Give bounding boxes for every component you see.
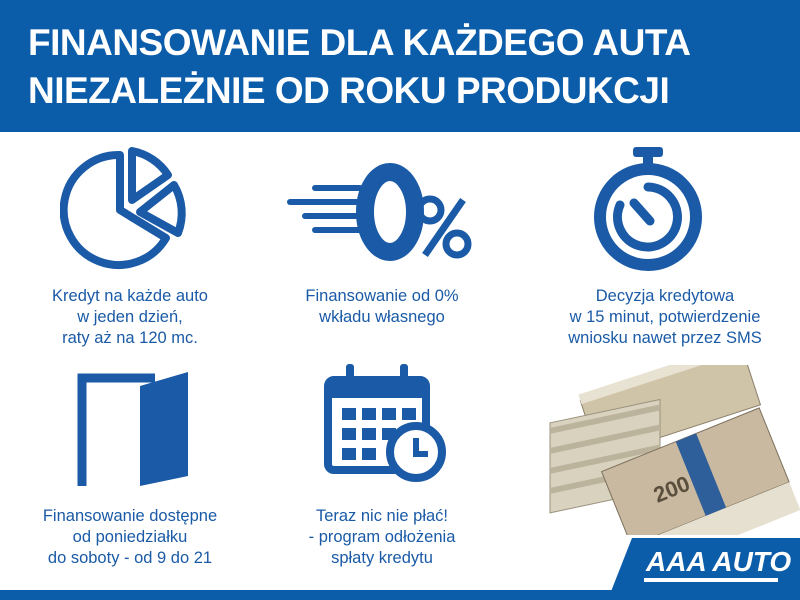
headline-line-1: FINANSOWANIE DLA KAŻDEGO AUTA [28,22,691,63]
logo-underline [644,578,778,582]
caption-line: w 15 minut, potwierdzenie [569,308,761,326]
caption-line: wkładu własnego [319,308,445,326]
logo-text: AAA AUTO [646,546,792,577]
feature-caption-5: Teraz nic nie płać! - program odłożenia … [252,506,512,569]
caption-line: Decyzja kredytowa [595,287,735,305]
caption-line: Kredyt na każde auto [52,287,208,305]
caption-line: do soboty - od 9 do 21 [47,549,213,567]
calendar-clock-icon [324,364,446,482]
open-door-icon [77,372,188,486]
caption-line: spłaty kredytu [331,549,433,567]
caption-line: w jeden dzień, [77,308,183,326]
feature-caption-4: Finansowanie dostępne od poniedziałku do… [0,506,260,569]
caption-line: Finansowanie dostępne [42,507,218,525]
header-banner: FINANSOWANIE DLA KAŻDEGO AUTA NIEZALEŻNI… [0,0,800,132]
stopwatch-icon [594,147,702,271]
caption-line: Teraz nic nie płać! [315,507,449,525]
caption-line: wniosku nawet przez SMS [568,329,762,347]
feature-caption-1: Kredyt na każde auto w jeden dzień, raty… [0,286,260,349]
feature-caption-2: Finansowanie od 0% wkładu własnego [252,286,512,328]
caption-line: - program odłożenia [308,528,456,546]
zero-percent-icon [287,163,472,261]
headline-line-2: NIEZALEŻNIE OD ROKU PRODUKCJI [28,70,670,111]
pie-chart-icon [60,147,186,269]
caption-line: od poniedziałku [72,528,188,546]
aaa-auto-logo: AAA AUTO [610,538,800,594]
caption-line: Finansowanie od 0% [305,287,459,305]
banknote-stacks-icon: 200 [549,365,800,535]
caption-line: raty aż na 120 mc. [62,329,198,347]
bottom-bar [0,590,800,600]
feature-caption-3: Decyzja kredytowa w 15 minut, potwierdze… [530,286,800,349]
